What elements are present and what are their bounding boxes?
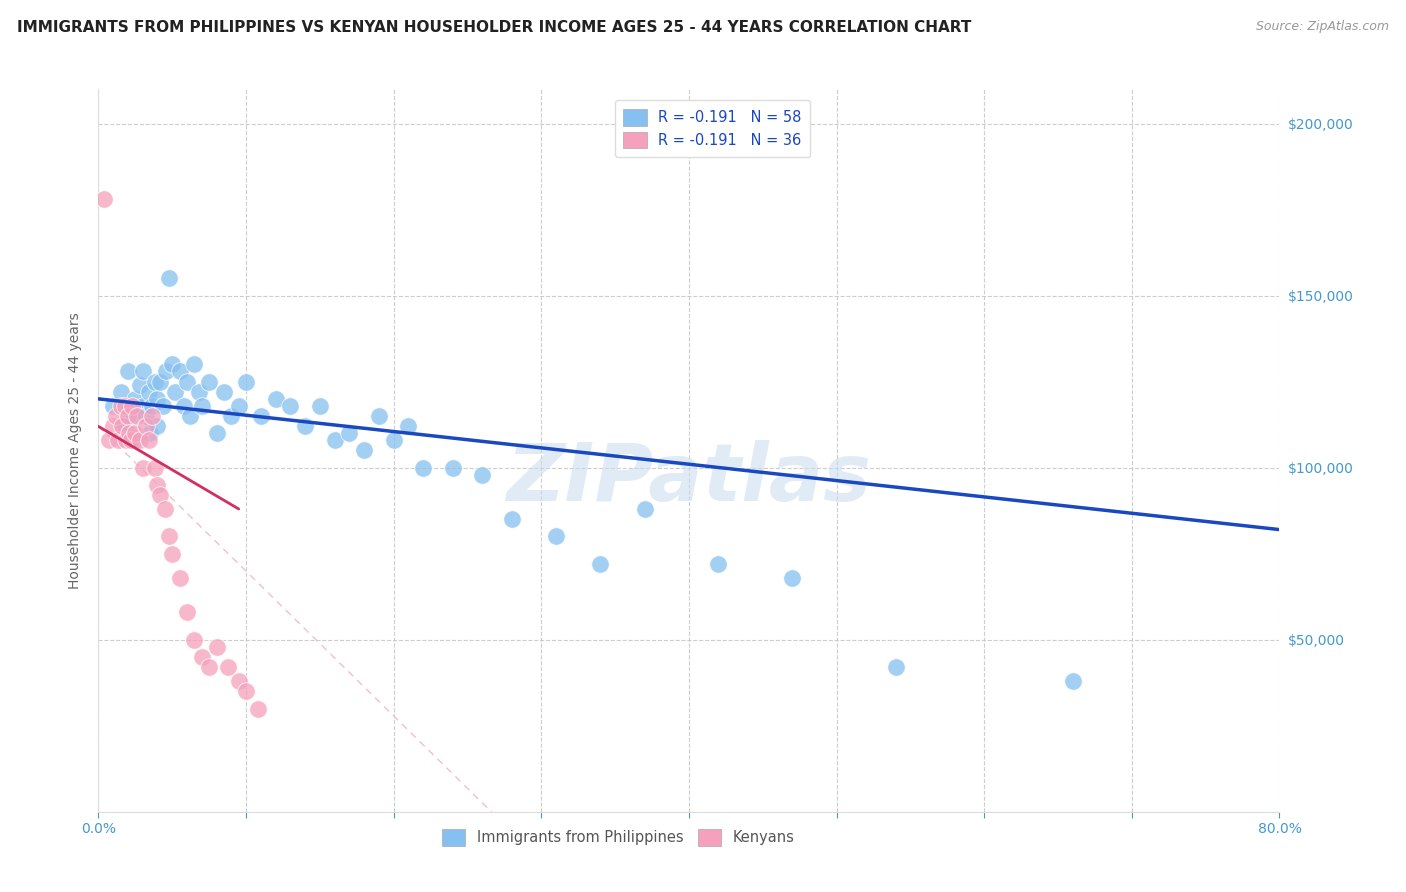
Point — [105, 409, 128, 423]
Point — [1062, 673, 1084, 688]
Point — [235, 375, 257, 389]
Point — [198, 660, 221, 674]
Point — [707, 557, 730, 571]
Point — [107, 433, 129, 447]
Point — [128, 378, 150, 392]
Point — [546, 529, 568, 543]
Point — [169, 571, 191, 585]
Point — [138, 433, 160, 447]
Point — [155, 364, 177, 378]
Point — [117, 409, 139, 423]
Point — [217, 660, 239, 674]
Point — [191, 649, 214, 664]
Point — [441, 460, 464, 475]
Point — [412, 460, 434, 475]
Point — [162, 547, 183, 561]
Point — [120, 409, 142, 423]
Point — [221, 409, 243, 423]
Point — [212, 384, 235, 399]
Point — [110, 399, 132, 413]
Point — [250, 409, 273, 423]
Point — [143, 460, 166, 475]
Point — [114, 399, 136, 413]
Point — [173, 399, 195, 413]
Point — [501, 512, 523, 526]
Legend: Immigrants from Philippines, Kenyans: Immigrants from Philippines, Kenyans — [436, 823, 800, 851]
Point — [884, 660, 907, 674]
Point — [157, 529, 180, 543]
Point — [138, 384, 160, 399]
Point — [146, 419, 169, 434]
Point — [179, 409, 201, 423]
Point — [339, 426, 361, 441]
Point — [93, 192, 115, 206]
Point — [323, 433, 346, 447]
Point — [124, 392, 146, 406]
Point — [125, 409, 148, 423]
Point — [153, 502, 176, 516]
Point — [146, 478, 169, 492]
Point — [120, 433, 142, 447]
Point — [118, 426, 141, 441]
Y-axis label: Householder Income Ages 25 - 44 years: Householder Income Ages 25 - 44 years — [69, 312, 83, 589]
Point — [132, 364, 155, 378]
Point — [309, 399, 332, 413]
Text: Source: ZipAtlas.com: Source: ZipAtlas.com — [1256, 20, 1389, 33]
Point — [117, 364, 139, 378]
Point — [246, 701, 269, 715]
Point — [382, 433, 405, 447]
Point — [169, 364, 191, 378]
Text: IMMIGRANTS FROM PHILIPPINES VS KENYAN HOUSEHOLDER INCOME AGES 25 - 44 YEARS CORR: IMMIGRANTS FROM PHILIPPINES VS KENYAN HO… — [17, 20, 972, 35]
Point — [264, 392, 287, 406]
Point — [176, 375, 198, 389]
Point — [398, 419, 420, 434]
Point — [294, 419, 316, 434]
Point — [115, 433, 138, 447]
Point — [135, 409, 157, 423]
Point — [141, 409, 163, 423]
Point — [368, 409, 391, 423]
Point — [121, 399, 143, 413]
Point — [124, 426, 146, 441]
Point — [183, 632, 205, 647]
Point — [165, 384, 187, 399]
Point — [228, 399, 250, 413]
Point — [103, 419, 125, 434]
Point — [205, 640, 228, 654]
Point — [111, 419, 134, 434]
Point — [782, 571, 804, 585]
Point — [589, 557, 612, 571]
Point — [634, 502, 657, 516]
Point — [198, 375, 221, 389]
Point — [280, 399, 302, 413]
Point — [143, 375, 166, 389]
Point — [205, 426, 228, 441]
Point — [149, 488, 172, 502]
Point — [187, 384, 209, 399]
Point — [149, 375, 172, 389]
Point — [97, 433, 120, 447]
Point — [146, 392, 169, 406]
Point — [135, 419, 157, 434]
Point — [471, 467, 494, 482]
Point — [128, 433, 150, 447]
Point — [124, 433, 146, 447]
Point — [183, 358, 205, 372]
Point — [353, 443, 375, 458]
Point — [110, 384, 132, 399]
Point — [228, 673, 250, 688]
Point — [103, 399, 125, 413]
Point — [235, 684, 257, 698]
Point — [132, 399, 155, 413]
Point — [162, 358, 183, 372]
Point — [191, 399, 214, 413]
Point — [157, 271, 180, 285]
Text: ZIPatlas: ZIPatlas — [506, 441, 872, 518]
Point — [152, 399, 174, 413]
Point — [139, 426, 162, 441]
Point — [176, 605, 198, 619]
Point — [114, 419, 136, 434]
Point — [141, 399, 163, 413]
Point — [132, 460, 155, 475]
